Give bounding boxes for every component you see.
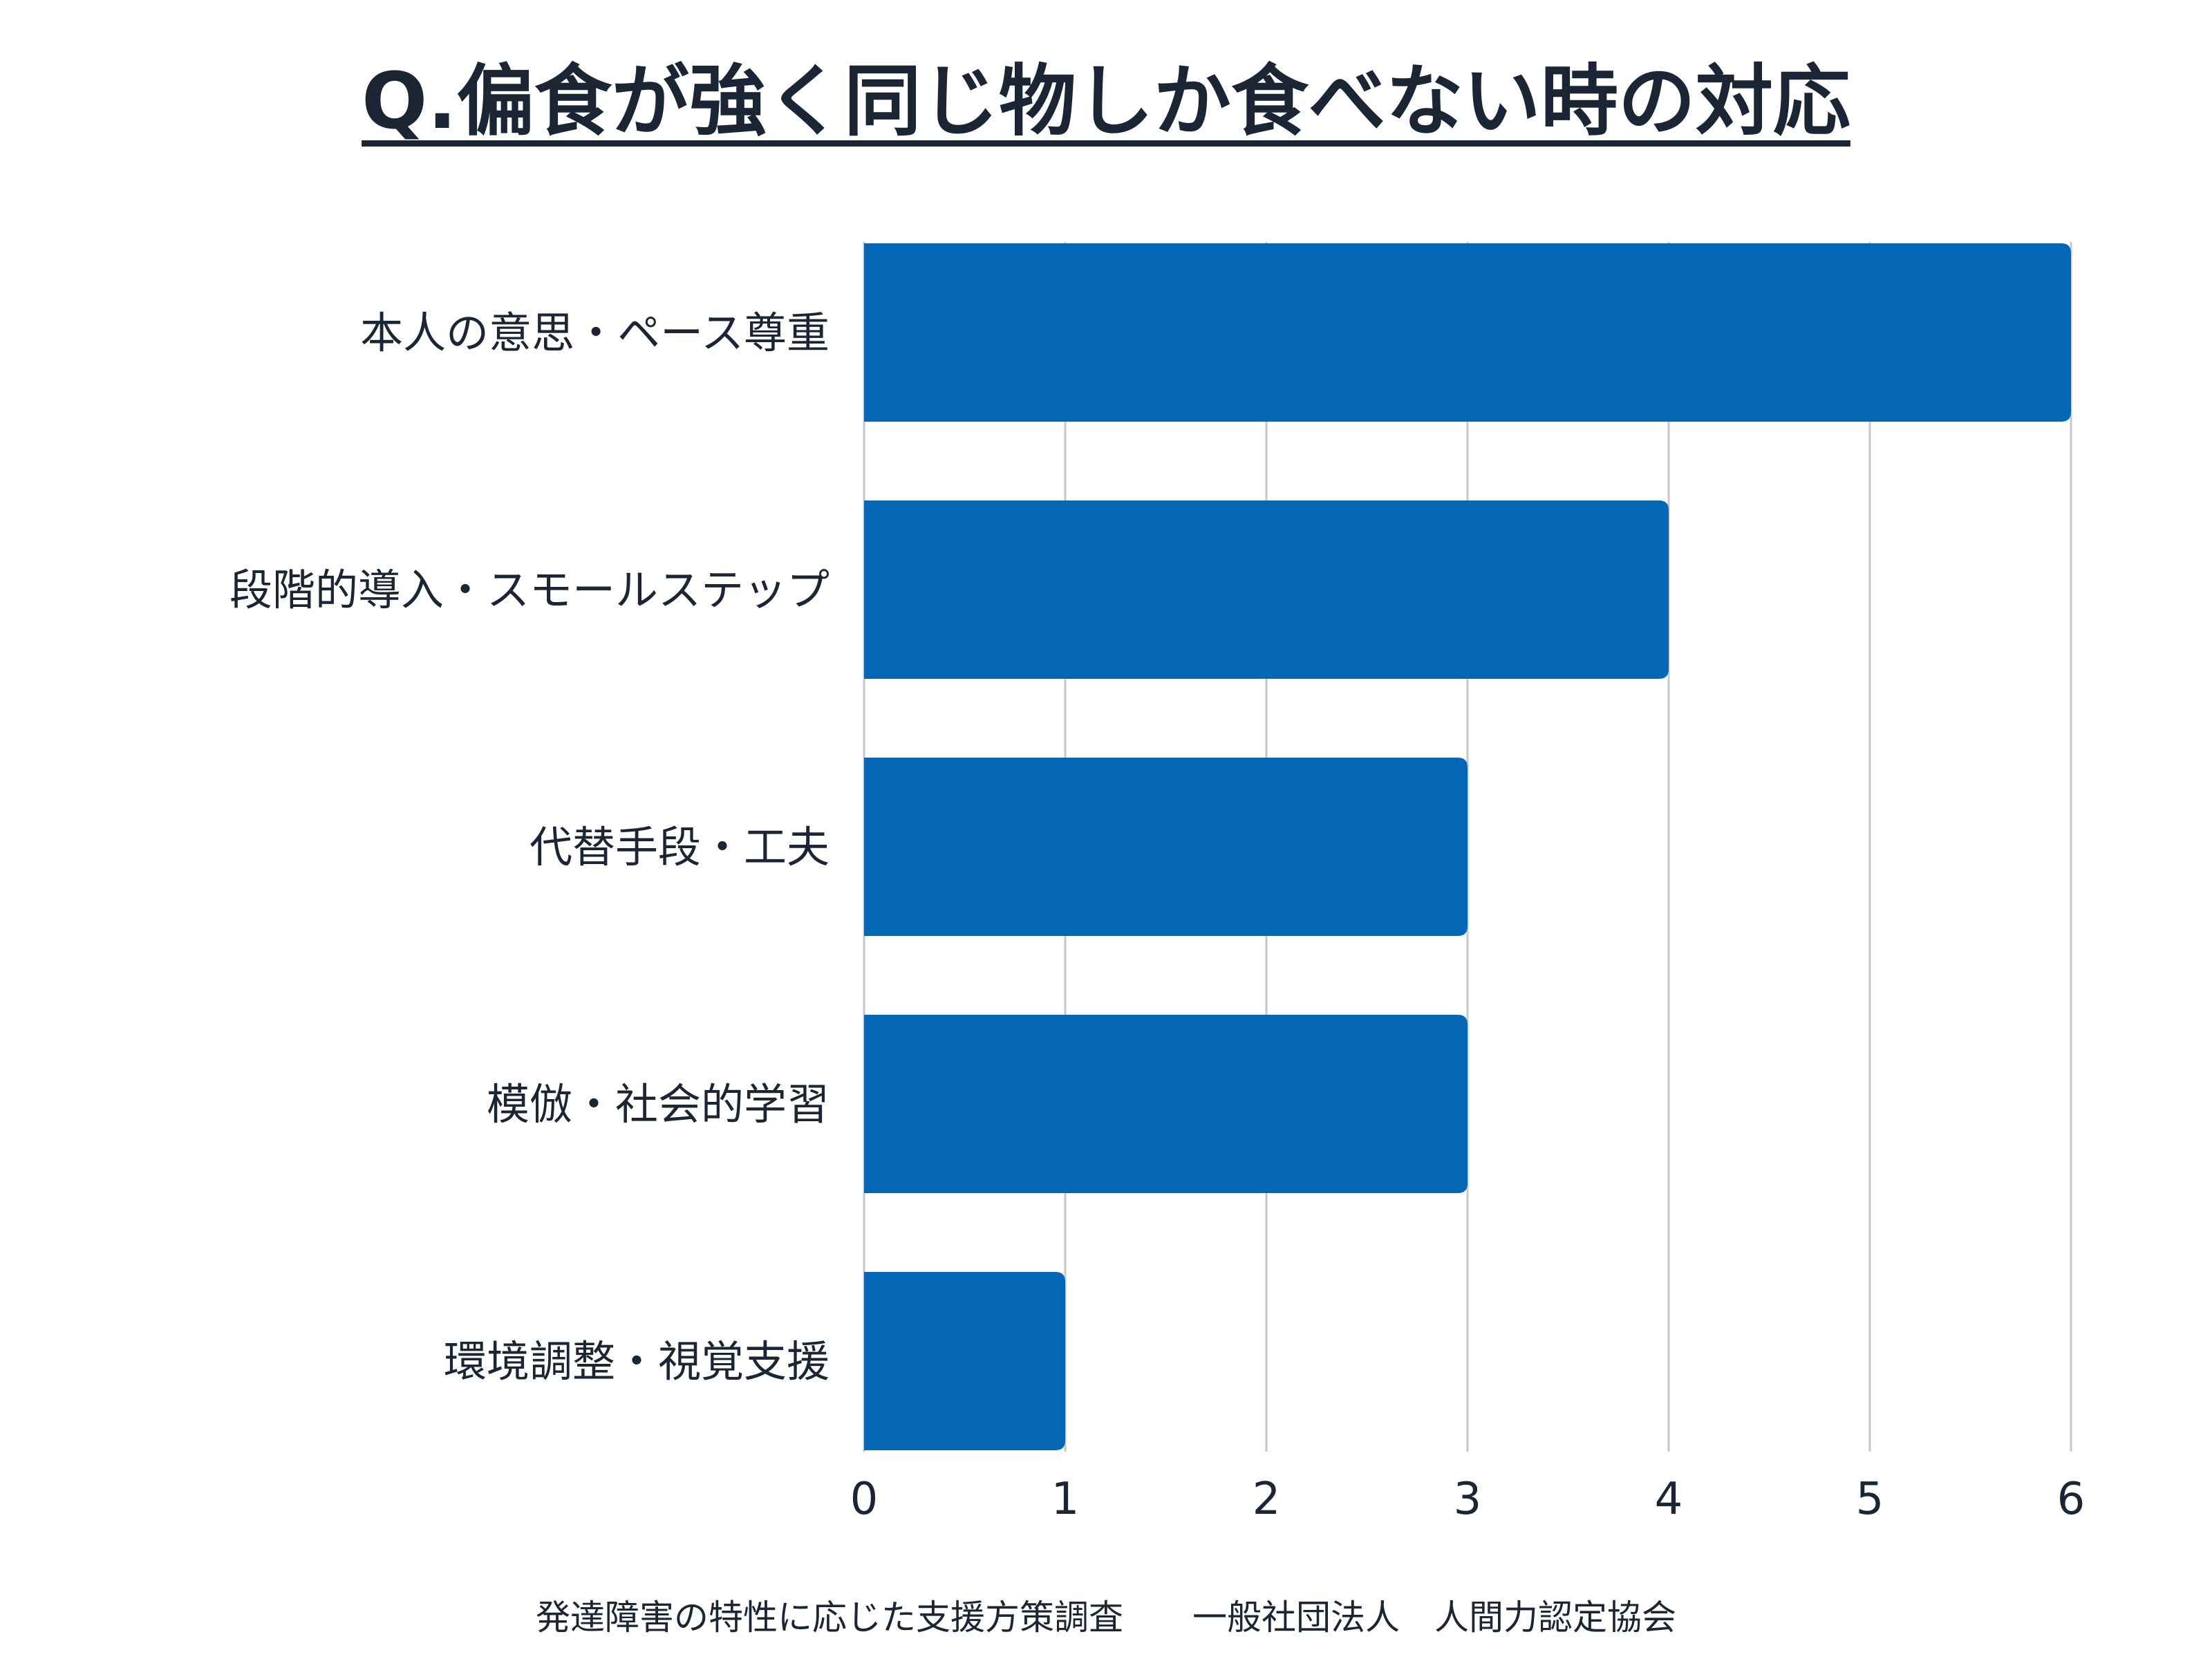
bar-3 (864, 1015, 1468, 1193)
x-tick-label-6: 6 (2057, 1474, 2086, 1525)
source-footer: 発達障害の特性に応じた支援方策調査 一般社団法人 人間力認定協会 (536, 1597, 1676, 1638)
category-label-2: 代替手段・工夫 (529, 822, 830, 872)
x-tick-label-2: 2 (1253, 1474, 1281, 1525)
x-tick-labels: 0 1 2 3 4 5 6 (850, 1474, 2086, 1525)
x-tick-label-4: 4 (1655, 1474, 1683, 1525)
bars (864, 243, 2071, 1450)
x-tick-label-3: 3 (1454, 1474, 1482, 1525)
category-label-3: 模倣・社会的学習 (487, 1079, 830, 1130)
category-label-4: 環境調整・視覚支援 (444, 1336, 830, 1387)
x-tick-label-1: 1 (1051, 1474, 1080, 1525)
bar-2 (864, 758, 1468, 936)
category-label-1: 段階的導入・スモールステップ (229, 565, 830, 615)
chart-title: Q.偏食が強く同じ物しか食べない時の対応 (0, 50, 2212, 153)
category-labels: 本人の意思・ペース尊重段階的導入・スモールステップ代替手段・工夫模倣・社会的学習… (229, 308, 830, 1387)
category-label-0: 本人の意思・ペース尊重 (360, 308, 830, 358)
x-tick-label-0: 0 (850, 1474, 879, 1525)
bar-0 (864, 243, 2071, 422)
bar-1 (864, 500, 1669, 679)
x-tick-label-5: 5 (1856, 1474, 1884, 1525)
chart-title-text: Q.偏食が強く同じ物しか食べない時の対応 (362, 57, 1850, 147)
bar-4 (864, 1272, 1065, 1450)
